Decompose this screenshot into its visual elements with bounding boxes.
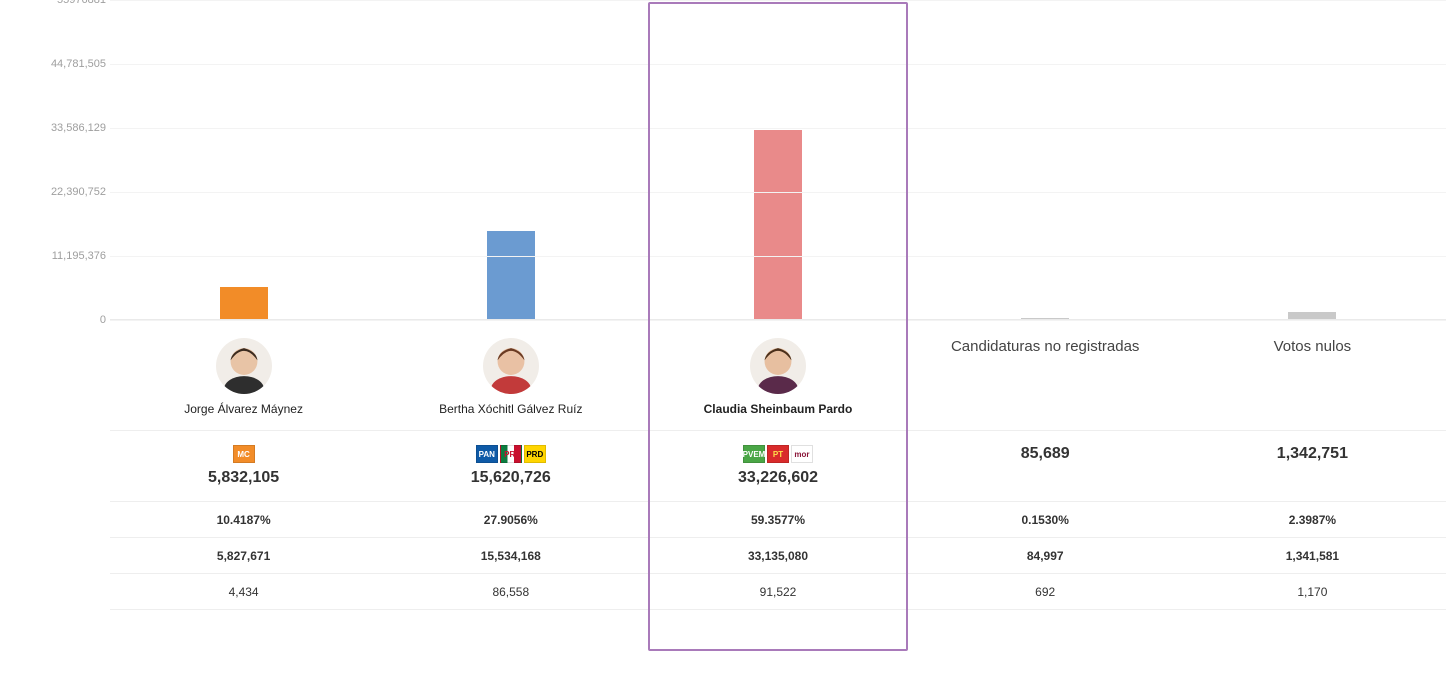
table-cell: 1,341,581 — [1179, 538, 1446, 573]
secondary-count-1: 33,135,080 — [748, 549, 808, 563]
secondary-count-1: 1,341,581 — [1286, 549, 1339, 563]
table-cell: 59.3577% — [644, 502, 911, 537]
secondary-count-1: 84,997 — [1027, 549, 1064, 563]
table-cell: Votos nulos — [1179, 320, 1446, 430]
table-cell: 86,558 — [377, 574, 644, 609]
table-cell: 33,135,080 — [644, 538, 911, 573]
x-axis-baseline — [110, 319, 1446, 320]
vote-total: 85,689 — [918, 445, 1173, 463]
candidate-avatar — [216, 338, 272, 394]
candidate-avatar — [750, 338, 806, 394]
row-candidate: Jorge Álvarez Máynez Bertha Xóchitl Gálv… — [110, 320, 1446, 431]
candidate-avatar-icon — [750, 338, 806, 394]
table-cell: 0.1530% — [912, 502, 1179, 537]
row-percent: 10.4187% 27.9056% 59.3577% 0.1530% 2.3987% — [110, 502, 1446, 538]
party-badge: PRD — [524, 445, 546, 463]
vote-percent: 27.9056% — [484, 513, 538, 527]
y-tick-label: 55976881 — [16, 0, 106, 6]
party-strip: PVEMPTmor — [650, 445, 905, 463]
party-badge: PVEM — [743, 445, 765, 463]
table-cell: Bertha Xóchitl Gálvez Ruíz — [377, 320, 644, 430]
vote-total: 1,342,751 — [1185, 445, 1440, 463]
gridline — [110, 256, 1446, 257]
party-strip: MC — [116, 445, 371, 463]
candidate-avatar-icon — [216, 338, 272, 394]
secondary-count-2: 86,558 — [492, 585, 529, 599]
votes-bar-chart: 011,195,37622,390,75233,586,12944,781,50… — [110, 0, 1446, 320]
chart-plot-area — [110, 0, 1446, 320]
y-axis: 011,195,37622,390,75233,586,12944,781,50… — [16, 0, 106, 320]
table-cell: 2.3987% — [1179, 502, 1446, 537]
vote-total: 33,226,602 — [650, 469, 905, 487]
gridline — [110, 0, 1446, 1]
y-tick-label: 11,195,376 — [16, 250, 106, 262]
vote-total: 5,832,105 — [116, 469, 371, 487]
vote-percent: 2.3987% — [1289, 513, 1336, 527]
bar — [754, 130, 802, 320]
vote-percent: 59.3577% — [751, 513, 805, 527]
secondary-count-2: 91,522 — [760, 585, 797, 599]
table-cell: 10.4187% — [110, 502, 377, 537]
gridline — [110, 64, 1446, 65]
table-cell: 5,827,671 — [110, 538, 377, 573]
vote-total: 15,620,726 — [383, 469, 638, 487]
secondary-count-2: 4,434 — [229, 585, 259, 599]
party-badge: PRI — [500, 445, 522, 463]
bars-layer — [110, 0, 1446, 320]
results-panel: 0 11,195,376 22,390,752 33,586,129 44,781,50… — [0, 0, 1446, 610]
gridline — [110, 192, 1446, 193]
candidate-avatar-icon — [483, 338, 539, 394]
party-strip: PANPRIPRD — [383, 445, 638, 463]
row-votes: MC 5,832,105 PANPRIPRD 15,620,726 PVEMPTmor 3… — [110, 431, 1446, 502]
vote-percent: 0.1530% — [1022, 513, 1069, 527]
y-tick-label: 33,586,129 — [16, 122, 106, 134]
secondary-count-1: 5,827,671 — [217, 549, 270, 563]
y-tick-label: 44,781,505 — [16, 58, 106, 70]
bar — [220, 287, 268, 320]
table-cell: 1,170 — [1179, 574, 1446, 609]
category-header-label: Votos nulos — [1185, 338, 1440, 355]
table-cell: Claudia Sheinbaum Pardo — [644, 320, 911, 430]
gridline — [110, 128, 1446, 129]
y-tick-label: 0 — [16, 314, 106, 326]
gridline — [110, 320, 1446, 321]
row-secondary-1: 5,827,671 15,534,168 33,135,080 84,997 1,341… — [110, 538, 1446, 574]
party-badge: PAN — [476, 445, 498, 463]
party-badge: mor — [791, 445, 813, 463]
table-cell: 15,534,168 — [377, 538, 644, 573]
candidate-name: Bertha Xóchitl Gálvez Ruíz — [383, 402, 638, 416]
table-cell: PVEMPTmor 33,226,602 — [644, 431, 911, 501]
party-badge: PT — [767, 445, 789, 463]
table-cell: Jorge Álvarez Máynez — [110, 320, 377, 430]
row-secondary-2: 4,434 86,558 91,522 692 1,170 — [110, 574, 1446, 610]
party-badge: MC — [233, 445, 255, 463]
candidate-name: Jorge Álvarez Máynez — [116, 402, 371, 416]
table-cell: MC 5,832,105 — [110, 431, 377, 501]
table-cell: 85,689 — [912, 431, 1179, 501]
vote-percent: 10.4187% — [217, 513, 271, 527]
table-cell: 84,997 — [912, 538, 1179, 573]
category-header-label: Candidaturas no registradas — [918, 338, 1173, 355]
table-cell: 27.9056% — [377, 502, 644, 537]
secondary-count-2: 1,170 — [1297, 585, 1327, 599]
results-table: Jorge Álvarez Máynez Bertha Xóchitl Gálv… — [110, 320, 1446, 610]
table-cell: 1,342,751 — [1179, 431, 1446, 501]
y-tick-label: 22,390,752 — [16, 186, 106, 198]
bar — [487, 231, 535, 320]
table-cell: 4,434 — [110, 574, 377, 609]
secondary-count-1: 15,534,168 — [481, 549, 541, 563]
candidate-avatar — [483, 338, 539, 394]
table-cell: PANPRIPRD 15,620,726 — [377, 431, 644, 501]
table-cell: 692 — [912, 574, 1179, 609]
table-cell: Candidaturas no registradas — [912, 320, 1179, 430]
candidate-name: Claudia Sheinbaum Pardo — [650, 402, 905, 416]
table-cell: 91,522 — [644, 574, 911, 609]
secondary-count-2: 692 — [1035, 585, 1055, 599]
